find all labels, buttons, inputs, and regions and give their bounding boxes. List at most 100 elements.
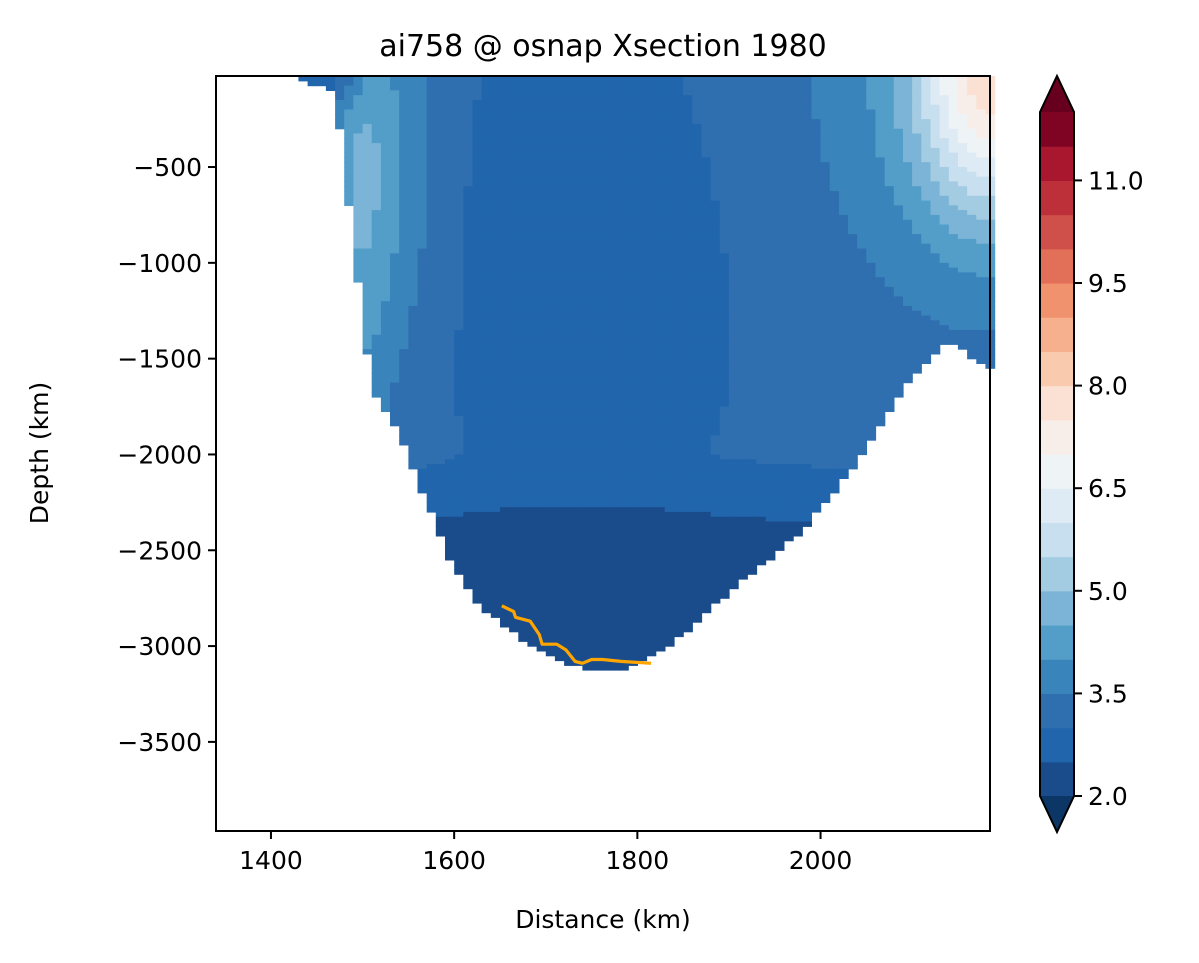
field-cell [738,564,748,570]
field-cell [664,329,675,336]
field-cell [738,334,748,341]
field-cell [527,636,538,642]
field-cell [527,430,538,436]
field-cell [454,401,464,408]
field-cell [408,243,419,250]
field-cell [362,138,373,144]
field-cell [527,526,538,532]
field-cell [582,277,593,283]
field-cell [756,191,767,197]
field-cell [728,162,739,168]
field-cell [628,186,638,192]
field-cell [454,531,464,537]
field-cell [664,301,675,307]
field-cell [628,373,638,379]
field-cell [655,186,666,192]
field-cell [600,478,611,484]
field-cell [463,411,474,417]
field-cell [518,277,529,283]
field-cell [380,373,391,379]
field-cell [545,210,556,216]
field-cell [719,555,730,561]
field-cell [445,310,455,317]
field-cell [738,143,748,149]
field-cell [628,449,638,456]
field-cell [637,205,648,211]
field-cell [426,464,437,470]
field-cell [545,535,556,542]
field-cell [408,109,419,115]
field-cell [527,449,538,456]
field-cell [490,593,501,599]
field-cell [573,397,583,403]
field-cell [536,401,547,408]
field-cell [573,598,583,604]
field-cell [518,579,529,585]
field-cell [573,392,583,398]
field-cell [554,123,565,130]
field-cell [738,531,748,537]
field-cell [362,315,373,321]
field-cell [509,310,519,317]
field-cell [490,535,501,542]
field-cell [380,291,391,297]
field-cell [756,282,767,288]
field-cell [454,315,464,321]
field-cell [527,626,538,633]
field-cell [701,497,712,503]
field-cell [692,123,703,130]
field-cell [500,559,510,566]
field-cell [646,545,657,551]
field-cell [445,224,455,230]
field-cell [536,277,547,283]
field-cell [600,497,611,503]
field-cell [390,205,400,211]
field-cell [399,363,409,369]
field-cell [683,579,693,585]
field-cell [573,440,583,446]
field-cell [472,531,483,537]
field-cell [527,229,538,235]
field-cell [380,253,391,259]
field-cell [564,401,574,408]
field-cell [692,540,703,547]
field-cell [738,459,748,465]
field-cell [609,248,620,254]
field-cell [719,234,730,240]
field-cell [674,109,684,115]
field-cell [728,171,739,178]
field-cell [445,334,455,341]
field-cell [628,157,638,163]
field-cell [481,502,492,508]
field-cell [536,128,547,135]
field-cell [573,305,583,312]
field-cell [573,133,583,139]
field-cell [609,80,620,87]
field-cell [527,128,538,135]
field-cell [664,550,675,556]
field-cell [600,339,611,345]
field-cell [408,90,419,96]
field-cell [564,655,574,662]
field-cell [738,358,748,364]
field-cell [518,152,529,158]
field-cell [500,344,510,350]
field-cell [710,454,721,460]
field-cell [463,425,474,432]
field-cell [600,76,611,82]
field-cell [472,593,483,599]
field-cell [408,219,419,226]
field-cell [664,368,675,374]
field-cell [472,282,483,288]
field-cell [399,238,409,245]
field-cell [554,382,565,388]
field-cell [600,579,611,585]
field-cell [619,325,629,331]
field-cell [509,492,519,499]
field-cell [481,219,492,226]
field-cell [408,430,419,436]
field-cell [683,286,693,293]
field-cell [518,291,529,297]
field-cell [445,526,455,532]
field-cell [490,425,501,432]
